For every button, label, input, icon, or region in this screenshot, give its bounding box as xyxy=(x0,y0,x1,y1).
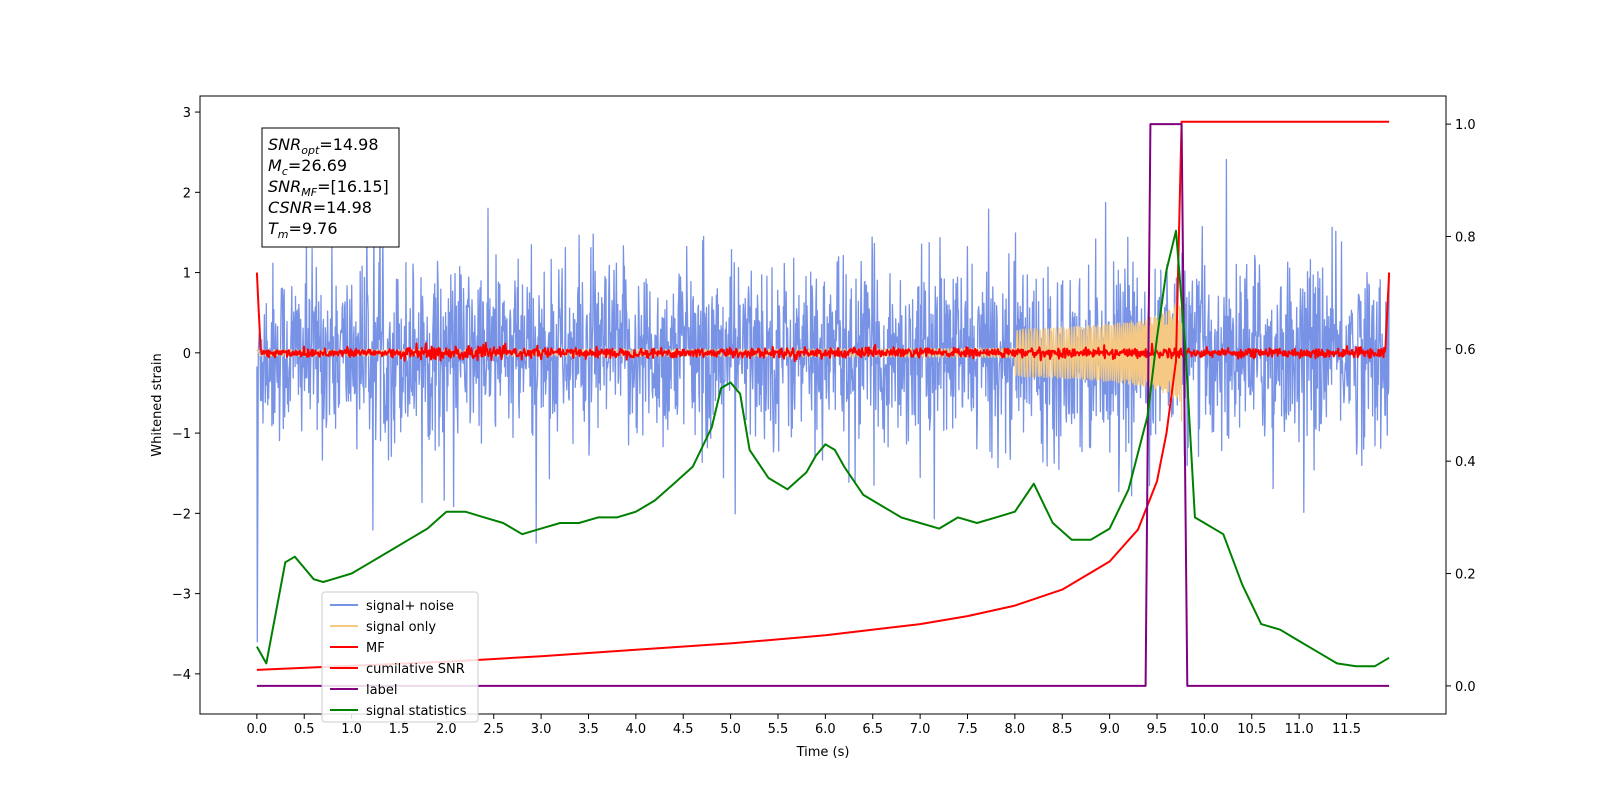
y-tick-label: 3 xyxy=(183,106,191,121)
legend-label: MF xyxy=(366,641,385,656)
info-line: SNRMF=[16.15] xyxy=(268,177,389,199)
series-cumilative-snr xyxy=(256,120,1390,671)
x-tick-label: 11.5 xyxy=(1332,722,1361,737)
y-tick-label: −1 xyxy=(172,427,191,442)
x-tick-label: 8.5 xyxy=(1052,722,1073,737)
y2-tick-label: 0.0 xyxy=(1455,680,1476,695)
legend-label: signal only xyxy=(366,620,436,635)
info-line: Mc=26.69 xyxy=(268,156,347,178)
info-line: Tm=9.76 xyxy=(268,219,338,241)
x-tick-label: 9.5 xyxy=(1147,722,1168,737)
y2-tick-label: 0.8 xyxy=(1455,230,1476,245)
x-tick-label: 3.0 xyxy=(531,722,552,737)
legend: signal+ noise signal only MF cumilative SNR… xyxy=(321,591,479,723)
x-tick-label: 5.0 xyxy=(720,722,741,737)
y-axis-label: Whitened strain xyxy=(150,353,165,456)
x-tick-label: 2.0 xyxy=(436,722,457,737)
legend-label: label xyxy=(366,683,397,698)
x-tick-label: 4.5 xyxy=(673,722,694,737)
axes: 0.0 0.5 1.0 1.5 2.0 2.5 3.0 3.5 4.0 4.5 5.0 5.5 6.0 6… xyxy=(150,95,1476,760)
x-tick-label: 0.5 xyxy=(294,722,315,737)
y-tick-label: 0 xyxy=(183,347,191,362)
series-signal-statistics xyxy=(256,229,1390,668)
legend-label: signal+ noise xyxy=(366,599,454,614)
y-tick-label: 2 xyxy=(183,186,191,201)
x-tick-label: 3.5 xyxy=(578,722,599,737)
y-tick-label: −2 xyxy=(172,507,191,522)
x-tick-label: 6.0 xyxy=(815,722,836,737)
y2-tick-label: 0.6 xyxy=(1455,343,1476,358)
y2-tick-label: 0.2 xyxy=(1455,568,1476,583)
legend-box xyxy=(321,591,479,723)
y-tick-label: 1 xyxy=(183,267,191,282)
x-axis-label: Time (s) xyxy=(796,745,850,760)
x-tick-label: 2.5 xyxy=(483,722,504,737)
info-box: SNRopt=14.98Mc=26.69SNRMF=[16.15]CSNR=14… xyxy=(261,127,400,248)
info-line: CSNR=14.98 xyxy=(268,198,372,217)
series-label xyxy=(256,123,1390,687)
x-tick-label: 1.5 xyxy=(389,722,410,737)
x-tick-label: 10.5 xyxy=(1237,722,1266,737)
info-box-frame xyxy=(261,127,400,248)
x-tick-label: 8.0 xyxy=(1005,722,1026,737)
series-mf xyxy=(255,272,1391,362)
info-line: SNRopt=14.98 xyxy=(268,135,379,157)
x-tick-label: 1.0 xyxy=(341,722,362,737)
x-tick-label: 0.0 xyxy=(247,722,268,737)
x-tick-label: 10.0 xyxy=(1190,722,1219,737)
legend-label: cumilative SNR xyxy=(366,662,465,677)
y2-tick-label: 1.0 xyxy=(1455,118,1476,133)
axes-frame xyxy=(199,95,1447,715)
y-tick-label: −3 xyxy=(172,588,191,603)
x-tick-label: 9.0 xyxy=(1099,722,1120,737)
x-tick-label: 6.5 xyxy=(862,722,883,737)
x-tick-label: 7.0 xyxy=(910,722,931,737)
x-tick-label: 11.0 xyxy=(1285,722,1314,737)
x-tick-label: 5.5 xyxy=(768,722,789,737)
plot-area xyxy=(255,120,1391,687)
x-tick-label: 7.5 xyxy=(957,722,978,737)
y-tick-label: −4 xyxy=(172,668,191,683)
legend-label: signal statistics xyxy=(366,704,467,719)
series-signal-noise xyxy=(256,158,1390,643)
y2-tick-label: 0.4 xyxy=(1455,455,1476,470)
x-tick-label: 4.0 xyxy=(626,722,647,737)
